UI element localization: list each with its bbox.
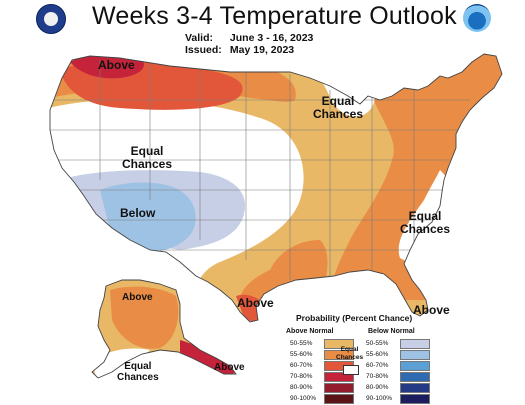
legend-above-swatch xyxy=(324,382,354,393)
legend-below-label: 70-80% xyxy=(366,373,389,380)
legend-below-header: Below Normal xyxy=(368,328,415,335)
state-borders xyxy=(50,60,470,280)
label-north-equal-chances: Equal Chances xyxy=(313,94,364,121)
legend-below-swatch xyxy=(400,349,430,360)
legend-above-label: 70-80% xyxy=(290,373,313,380)
label-se-equal-chances: Equal Chances xyxy=(400,209,451,236)
valid-label: Valid: xyxy=(185,32,214,44)
label-alaska-equal-chances: Equal Chances xyxy=(117,361,159,383)
legend-above-label: 55-60% xyxy=(290,351,313,358)
legend-below-row: 80-90% xyxy=(366,382,430,393)
legend-below-label: 80-90% xyxy=(366,384,389,391)
legend-below-swatch xyxy=(400,338,430,349)
label-sw-below: Below xyxy=(120,206,156,220)
legend-above-label: 60-70% xyxy=(290,362,313,369)
doc-seal-icon xyxy=(36,4,66,34)
legend-equal-chances: Equal Chances xyxy=(336,346,364,361)
alaska-outline xyxy=(91,279,237,379)
legend-below-swatch xyxy=(400,393,430,404)
noaa-logo-icon xyxy=(463,4,491,32)
label-nw-above: Above xyxy=(98,58,135,72)
legend-above-label: 90-100% xyxy=(290,395,317,402)
label-west-equal-chances: Equal Chances xyxy=(122,144,173,171)
legend-below-label: 90-100% xyxy=(366,395,393,402)
legend-title: Probability (Percent Chance) xyxy=(296,313,413,323)
legend-below-row: 55-60% xyxy=(366,349,430,360)
legend-below-row: 90-100% xyxy=(366,393,430,404)
issued-value: May 19, 2023 xyxy=(229,44,295,56)
legend-above-label: 80-90% xyxy=(290,384,313,391)
label-fl-gulf-above: Above xyxy=(237,296,274,310)
legend-below-row: 50-55% xyxy=(366,338,430,349)
legend-above-swatch xyxy=(324,393,354,404)
legend-above-row: 50-55% xyxy=(290,338,354,349)
legend-above-row: 70-80% xyxy=(290,371,354,382)
legend-above-row: 90-100% xyxy=(290,393,354,404)
legend-above-row: 55-60% xyxy=(290,349,354,360)
legend-below-row: 70-80% xyxy=(366,371,430,382)
legend-below-label: 50-55% xyxy=(366,340,389,347)
legend-below-swatch xyxy=(400,382,430,393)
label-fl-east-above: Above xyxy=(413,303,450,317)
label-alaska-above: Above xyxy=(122,292,153,303)
label-alaska-se-above: Above xyxy=(214,362,245,373)
legend-above-swatch xyxy=(324,349,354,360)
legend-equal-chances-swatch xyxy=(343,365,359,375)
legend-below-swatch xyxy=(400,360,430,371)
legend-below-label: 60-70% xyxy=(366,362,389,369)
legend-above-label: 50-55% xyxy=(290,340,313,347)
legend-above-swatch xyxy=(324,338,354,349)
legend-above-header: Above Normal xyxy=(286,328,334,335)
issued-label: Issued: xyxy=(185,44,222,56)
valid-value: June 3 - 16, 2023 xyxy=(229,32,314,44)
page-title: Weeks 3-4 Temperature Outlook xyxy=(92,2,457,30)
legend-above-swatch xyxy=(324,371,354,382)
legend-above-row: 80-90% xyxy=(290,382,354,393)
issued-date: Issued: May 19, 2023 xyxy=(185,44,294,56)
conus-outline xyxy=(49,53,503,323)
legend-below-swatch xyxy=(400,371,430,382)
legend-below-row: 60-70% xyxy=(366,360,430,371)
valid-dates: Valid: June 3 - 16, 2023 xyxy=(185,32,313,44)
legend-below-label: 55-60% xyxy=(366,351,389,358)
